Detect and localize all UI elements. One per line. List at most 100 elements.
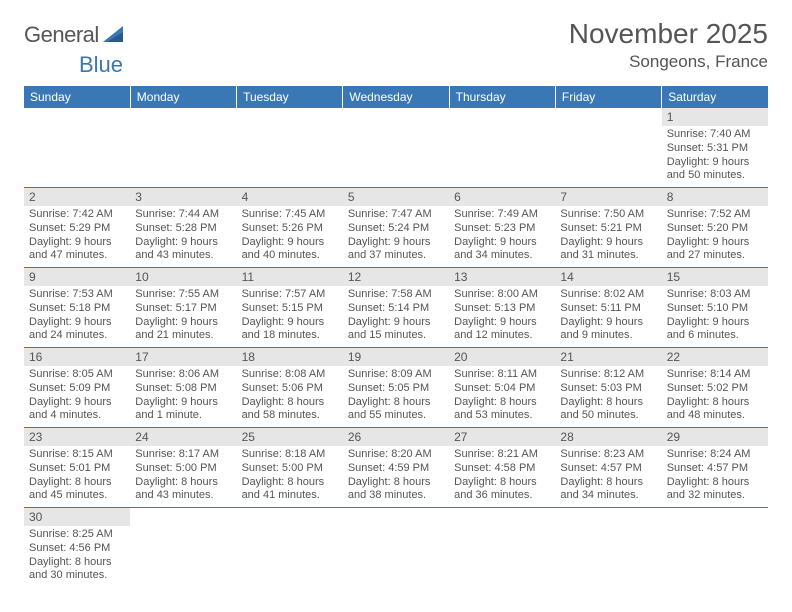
sunrise-text: Sunrise: 7:55 AM: [135, 288, 231, 302]
logo-text-general: General: [24, 22, 99, 48]
daylight-text: Daylight: 9 hours and 21 minutes.: [135, 316, 231, 344]
calendar-cell: 5Sunrise: 7:47 AMSunset: 5:24 PMDaylight…: [343, 188, 449, 268]
sunrise-text: Sunrise: 8:08 AM: [242, 368, 338, 382]
sunrise-text: Sunrise: 8:02 AM: [560, 288, 656, 302]
sunset-text: Sunset: 5:20 PM: [667, 222, 763, 236]
day-details: Sunrise: 8:18 AMSunset: 5:00 PMDaylight:…: [237, 446, 343, 507]
day-number: 22: [662, 348, 768, 366]
calendar-cell: [343, 508, 449, 588]
day-details: Sunrise: 7:45 AMSunset: 5:26 PMDaylight:…: [237, 206, 343, 267]
calendar-cell: 9Sunrise: 7:53 AMSunset: 5:18 PMDaylight…: [24, 268, 130, 348]
sunset-text: Sunset: 5:00 PM: [135, 462, 231, 476]
day-details: Sunrise: 7:52 AMSunset: 5:20 PMDaylight:…: [662, 206, 768, 267]
calendar-cell: 19Sunrise: 8:09 AMSunset: 5:05 PMDayligh…: [343, 348, 449, 428]
weekday-header: Friday: [555, 86, 661, 108]
daylight-text: Daylight: 9 hours and 6 minutes.: [667, 316, 763, 344]
day-number: 8: [662, 188, 768, 206]
sunrise-text: Sunrise: 8:06 AM: [135, 368, 231, 382]
calendar-cell: [24, 108, 130, 188]
sail-icon: [103, 24, 129, 49]
daylight-text: Daylight: 8 hours and 43 minutes.: [135, 476, 231, 504]
day-number: 23: [24, 428, 130, 446]
day-details: Sunrise: 8:00 AMSunset: 5:13 PMDaylight:…: [449, 286, 555, 347]
weekday-header: Tuesday: [237, 86, 343, 108]
calendar-cell: [662, 508, 768, 588]
day-details: Sunrise: 8:05 AMSunset: 5:09 PMDaylight:…: [24, 366, 130, 427]
day-details: Sunrise: 8:12 AMSunset: 5:03 PMDaylight:…: [555, 366, 661, 427]
daylight-text: Daylight: 8 hours and 36 minutes.: [454, 476, 550, 504]
calendar-cell: 1Sunrise: 7:40 AMSunset: 5:31 PMDaylight…: [662, 108, 768, 188]
day-number: 20: [449, 348, 555, 366]
sunset-text: Sunset: 4:58 PM: [454, 462, 550, 476]
calendar-cell: [555, 508, 661, 588]
calendar-cell: 14Sunrise: 8:02 AMSunset: 5:11 PMDayligh…: [555, 268, 661, 348]
calendar-cell: 13Sunrise: 8:00 AMSunset: 5:13 PMDayligh…: [449, 268, 555, 348]
daylight-text: Daylight: 9 hours and 9 minutes.: [560, 316, 656, 344]
sunrise-text: Sunrise: 8:05 AM: [29, 368, 125, 382]
daylight-text: Daylight: 9 hours and 4 minutes.: [29, 396, 125, 424]
calendar-cell: 20Sunrise: 8:11 AMSunset: 5:04 PMDayligh…: [449, 348, 555, 428]
day-details: Sunrise: 8:09 AMSunset: 5:05 PMDaylight:…: [343, 366, 449, 427]
daylight-text: Daylight: 9 hours and 40 minutes.: [242, 236, 338, 264]
calendar-cell: 6Sunrise: 7:49 AMSunset: 5:23 PMDaylight…: [449, 188, 555, 268]
calendar-cell: 22Sunrise: 8:14 AMSunset: 5:02 PMDayligh…: [662, 348, 768, 428]
calendar-cell: [130, 108, 236, 188]
daylight-text: Daylight: 8 hours and 55 minutes.: [348, 396, 444, 424]
sunrise-text: Sunrise: 7:49 AM: [454, 208, 550, 222]
calendar-cell: 16Sunrise: 8:05 AMSunset: 5:09 PMDayligh…: [24, 348, 130, 428]
calendar-cell: 4Sunrise: 7:45 AMSunset: 5:26 PMDaylight…: [237, 188, 343, 268]
weekday-header: Saturday: [662, 86, 768, 108]
calendar-cell: 24Sunrise: 8:17 AMSunset: 5:00 PMDayligh…: [130, 428, 236, 508]
sunrise-text: Sunrise: 7:47 AM: [348, 208, 444, 222]
sunset-text: Sunset: 4:59 PM: [348, 462, 444, 476]
day-details: Sunrise: 7:40 AMSunset: 5:31 PMDaylight:…: [662, 126, 768, 187]
day-number: 1: [662, 108, 768, 126]
sunrise-text: Sunrise: 8:18 AM: [242, 448, 338, 462]
calendar-cell: [237, 508, 343, 588]
day-details: Sunrise: 7:49 AMSunset: 5:23 PMDaylight:…: [449, 206, 555, 267]
day-number: 28: [555, 428, 661, 446]
day-number: 16: [24, 348, 130, 366]
day-number: 9: [24, 268, 130, 286]
daylight-text: Daylight: 8 hours and 53 minutes.: [454, 396, 550, 424]
daylight-text: Daylight: 8 hours and 50 minutes.: [560, 396, 656, 424]
sunrise-text: Sunrise: 8:17 AM: [135, 448, 231, 462]
sunset-text: Sunset: 5:15 PM: [242, 302, 338, 316]
day-number: 25: [237, 428, 343, 446]
day-number: 30: [24, 508, 130, 526]
daylight-text: Daylight: 8 hours and 45 minutes.: [29, 476, 125, 504]
calendar-cell: 3Sunrise: 7:44 AMSunset: 5:28 PMDaylight…: [130, 188, 236, 268]
daylight-text: Daylight: 9 hours and 15 minutes.: [348, 316, 444, 344]
calendar-cell: 30Sunrise: 8:25 AMSunset: 4:56 PMDayligh…: [24, 508, 130, 588]
sunrise-text: Sunrise: 7:40 AM: [667, 128, 763, 142]
sunrise-text: Sunrise: 7:45 AM: [242, 208, 338, 222]
day-details: Sunrise: 8:17 AMSunset: 5:00 PMDaylight:…: [130, 446, 236, 507]
sunrise-text: Sunrise: 7:44 AM: [135, 208, 231, 222]
day-number: 11: [237, 268, 343, 286]
calendar-cell: 25Sunrise: 8:18 AMSunset: 5:00 PMDayligh…: [237, 428, 343, 508]
calendar-cell: 26Sunrise: 8:20 AMSunset: 4:59 PMDayligh…: [343, 428, 449, 508]
daylight-text: Daylight: 8 hours and 48 minutes.: [667, 396, 763, 424]
sunrise-text: Sunrise: 8:15 AM: [29, 448, 125, 462]
daylight-text: Daylight: 8 hours and 32 minutes.: [667, 476, 763, 504]
day-details: Sunrise: 8:11 AMSunset: 5:04 PMDaylight:…: [449, 366, 555, 427]
calendar-row: 1Sunrise: 7:40 AMSunset: 5:31 PMDaylight…: [24, 108, 768, 188]
day-details: Sunrise: 7:58 AMSunset: 5:14 PMDaylight:…: [343, 286, 449, 347]
calendar-cell: [449, 508, 555, 588]
day-number: 13: [449, 268, 555, 286]
daylight-text: Daylight: 8 hours and 38 minutes.: [348, 476, 444, 504]
calendar-cell: 11Sunrise: 7:57 AMSunset: 5:15 PMDayligh…: [237, 268, 343, 348]
day-number: 12: [343, 268, 449, 286]
calendar-table: SundayMondayTuesdayWednesdayThursdayFrid…: [24, 86, 768, 587]
sunset-text: Sunset: 5:06 PM: [242, 382, 338, 396]
calendar-row: 30Sunrise: 8:25 AMSunset: 4:56 PMDayligh…: [24, 508, 768, 588]
sunrise-text: Sunrise: 8:03 AM: [667, 288, 763, 302]
sunset-text: Sunset: 5:26 PM: [242, 222, 338, 236]
calendar-cell: [555, 108, 661, 188]
sunset-text: Sunset: 5:10 PM: [667, 302, 763, 316]
calendar-cell: [130, 508, 236, 588]
weekday-header: Thursday: [449, 86, 555, 108]
daylight-text: Daylight: 9 hours and 34 minutes.: [454, 236, 550, 264]
sunset-text: Sunset: 5:08 PM: [135, 382, 231, 396]
day-number: 18: [237, 348, 343, 366]
